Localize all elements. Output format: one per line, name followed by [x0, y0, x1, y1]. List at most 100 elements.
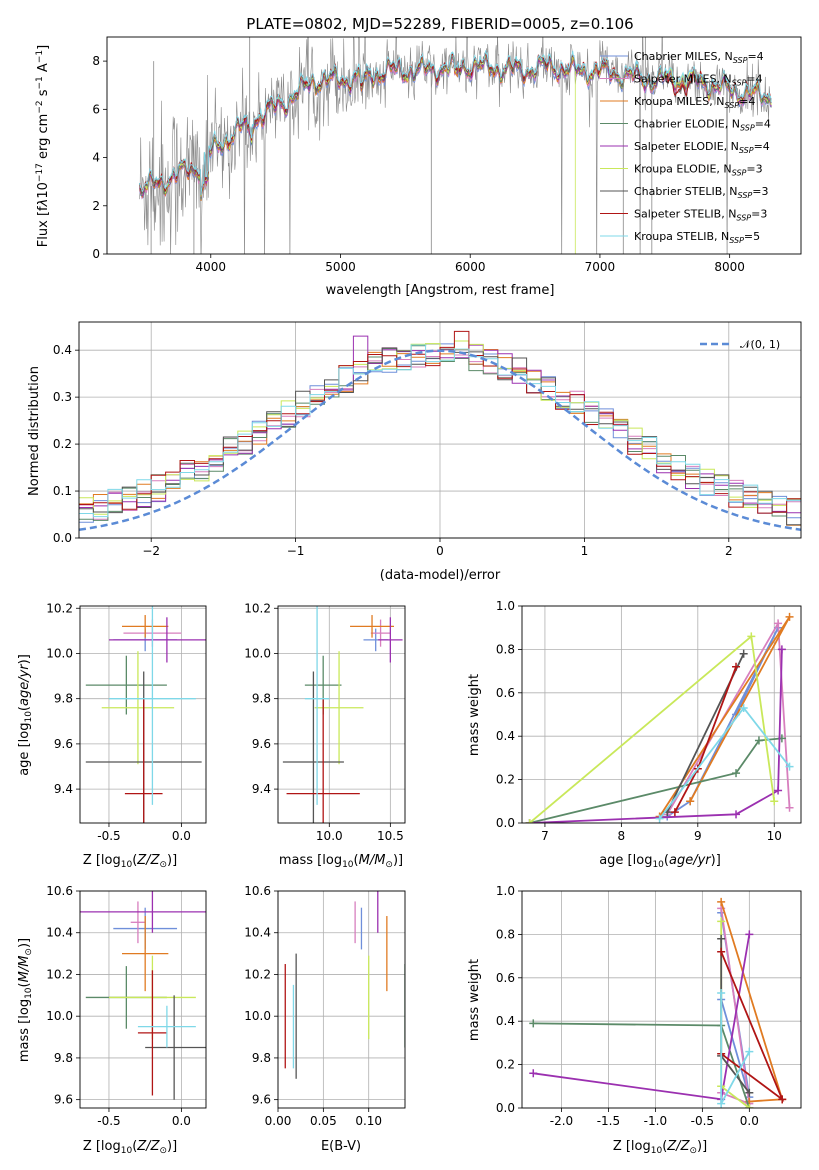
- weight-marker-kroupa-elodie: [745, 1104, 754, 1108]
- y-tick-label: 10.6: [46, 884, 73, 898]
- y-tick-label: 1.0: [496, 599, 515, 613]
- legend-sub: SSP: [733, 56, 748, 65]
- grid: [80, 606, 206, 823]
- x-tick-label: 0.05: [310, 1114, 337, 1128]
- legend-rest: =4: [747, 50, 763, 63]
- y-tick-label: 0.2: [496, 773, 515, 787]
- weight-line-chabrier-elodie: [533, 1022, 751, 1108]
- legend-label-chabrier-stelib: Chabrier STELIB, NSSP=3: [634, 185, 768, 200]
- age-z-xlabel: Z [log10(Z/Z⊙)]: [83, 853, 177, 870]
- axes-frame: [521, 605, 802, 824]
- x-tick-label: 8: [618, 829, 626, 843]
- y-tick-label: 6: [92, 102, 100, 116]
- y-tick-label: 10.2: [244, 967, 271, 981]
- y-tick-label: 9.6: [252, 737, 271, 751]
- x-tick-label: 0.0: [740, 1114, 759, 1128]
- y-tick-label: 0: [92, 247, 100, 261]
- y-tick-label: 9.8: [252, 692, 271, 706]
- mw-z-xlabel: Z [log10(Z/Z⊙)]: [613, 1139, 707, 1156]
- weight-line-chabrier-elodie: [529, 737, 782, 823]
- plot-area: [79, 330, 801, 532]
- x-tick-label: 0.0: [172, 829, 191, 843]
- x-tick-label: 6000: [455, 260, 486, 274]
- weight-marker-kroupa-stelib: [717, 1099, 726, 1108]
- x-tick-label: 10: [767, 829, 782, 843]
- spectrum-ylabel: Flux [fλ10−17 erg cm−2 s−1 A−1]: [35, 45, 51, 247]
- x-tick-label: 10.5: [377, 829, 404, 843]
- weight-marker-salpeter-elodie: [774, 786, 783, 795]
- weight-marker-chabrier-elodie: [529, 1019, 538, 1028]
- plot-area: [529, 897, 787, 1108]
- histogram-xlabel: (data-model)/error: [380, 568, 501, 583]
- x-tick-label: −1: [287, 544, 305, 558]
- axes-frame: [79, 890, 207, 1109]
- axes-frame: [277, 890, 406, 1109]
- figure-title: PLATE=0802, MJD=52289, FIBERID=0005, z=0…: [246, 15, 633, 33]
- y-tick-label: 0.6: [496, 971, 515, 985]
- legend-rest: =3: [746, 163, 762, 176]
- mass-weight-vs-age-panel: 7 8 9 10 0.0 0.2 0.4 0.6 0.8 1.0: [496, 599, 802, 843]
- y-tick-label: 9.4: [54, 782, 73, 796]
- y-tick-label: 9.8: [252, 1051, 271, 1065]
- weight-line-kroupa-stelib: [658, 706, 791, 820]
- legend-label-chabrier-elodie: Chabrier ELODIE, NSSP=4: [634, 118, 771, 133]
- grid: [80, 890, 206, 1108]
- x-tick-label: -2.0: [550, 1114, 573, 1128]
- legend-rest: =4: [755, 118, 771, 131]
- legend-sub: SSP: [738, 191, 753, 200]
- weight-marker-chabrier-elodie: [754, 736, 763, 745]
- spectrum-xlabel: wavelength [Angstrom, rest frame]: [326, 283, 555, 298]
- spectrum-panel: 4000 5000 6000 7000 8000 0 2 4 6 8: [92, 36, 802, 274]
- mw-z-ylabel: mass weight: [467, 959, 482, 1041]
- weight-marker-salpeter-stelib: [717, 947, 726, 956]
- weight-marker-salpeter-miles: [785, 803, 794, 812]
- histogram-legend: 𝒩(0, 1): [700, 338, 780, 351]
- y-tick-label: 10.4: [46, 926, 73, 940]
- weight-marker-kroupa-elodie: [717, 917, 726, 926]
- spectrum-legend: Chabrier MILES, NSSP=4 Salpeter MILES, NS…: [600, 50, 771, 245]
- mass-weight-vs-metallicity-panel: -2.0 -1.5 -1.0 -0.5 0.0 0.0 0.2 0.4 0.6 0.8 1.0: [496, 884, 802, 1128]
- x-tick-label: -1.0: [644, 1114, 667, 1128]
- legend-rest: =5: [744, 230, 760, 243]
- x-tick-label: 9: [694, 829, 702, 843]
- weight-line-salpeter-stelib: [720, 951, 785, 1102]
- y-tick-label: 9.8: [54, 1051, 73, 1065]
- x-tick-label: 0.00: [265, 1114, 292, 1128]
- weight-marker-kroupa-elodie: [747, 632, 756, 641]
- weight-marker-kroupa-stelib: [655, 814, 664, 823]
- y-tick-label: 0.4: [53, 343, 72, 357]
- mass-ebv-xlabel: E(B-V): [321, 1139, 361, 1154]
- y-tick-label: 0.2: [53, 437, 72, 451]
- legend-sub: SSP: [740, 124, 755, 133]
- legend-label-salpeter-stelib: Salpeter STELIB, NSSP=3: [634, 208, 767, 223]
- legend-sub: SSP: [739, 146, 754, 155]
- plot-area: [525, 612, 794, 823]
- weight-line-kroupa-miles: [720, 901, 784, 1103]
- weight-marker-salpeter-elodie: [732, 810, 741, 819]
- y-tick-label: 8: [92, 54, 100, 68]
- legend-label-salpeter-miles: Salpeter MILES, NSSP=4: [634, 73, 763, 88]
- y-tick-label: 10.0: [244, 646, 271, 660]
- y-tick-label: 0.4: [496, 729, 515, 743]
- weight-marker-salpeter-elodie: [745, 930, 754, 939]
- hist-step-salpeter-stelib: [79, 330, 801, 514]
- y-tick-label: 9.6: [54, 1093, 73, 1107]
- x-tick-label: 1: [581, 544, 589, 558]
- mass-vs-metallicity-panel: -0.5 0.0 9.6 9.8 10.0 10.2 10.4 10.6: [46, 884, 207, 1128]
- legend-label-chabrier-miles: Chabrier MILES, NSSP=4: [634, 50, 764, 65]
- y-tick-label: 10.6: [244, 884, 271, 898]
- weight-marker-kroupa-stelib: [739, 703, 748, 712]
- age-mass-xlabel: mass [log10(M/M⊙)]: [279, 853, 403, 870]
- y-tick-label: 10.4: [244, 926, 271, 940]
- mass-z-xlabel: Z [log10(Z/Z⊙)]: [83, 1139, 177, 1156]
- age-vs-metallicity-panel: -0.5 0.0 9.4 9.6 9.8 10.0 10.2: [46, 601, 207, 843]
- weight-line-kroupa-elodie: [529, 634, 776, 823]
- y-tick-label: 9.8: [54, 692, 73, 706]
- weight-marker-chabrier-stelib: [739, 649, 748, 658]
- legend-sub: SSP: [736, 214, 751, 223]
- legend-label-salpeter-elodie: Salpeter ELODIE, NSSP=4: [634, 140, 770, 155]
- weight-marker-kroupa-elodie: [770, 797, 779, 806]
- x-tick-label: 5000: [325, 260, 356, 274]
- plot-area: [80, 891, 206, 1100]
- legend-label-kroupa-elodie: Kroupa ELODIE, NSSP=3: [634, 163, 763, 178]
